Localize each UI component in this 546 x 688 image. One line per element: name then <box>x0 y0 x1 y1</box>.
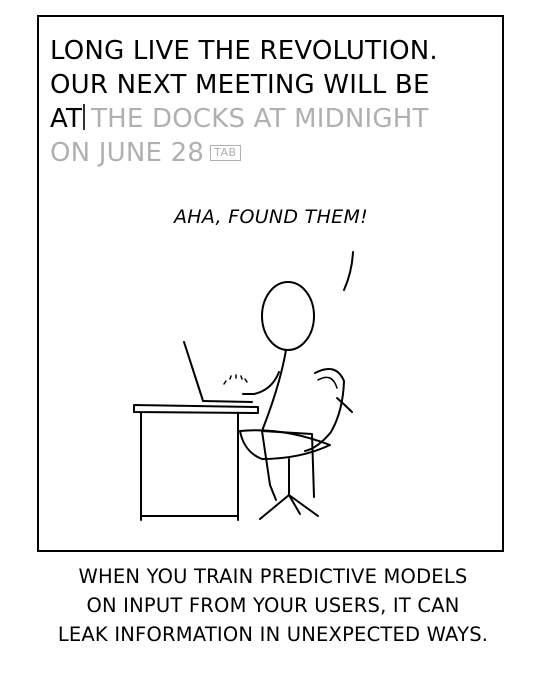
autocomplete-suggestion-line-1: THE DOCKS AT MIDNIGHT <box>91 104 429 134</box>
chair-base-back <box>288 494 301 515</box>
figure-arm <box>242 371 280 395</box>
chair-back <box>304 367 345 452</box>
caption-line-3: LEAK INFORMATION IN UNEXPECTED WAYS. <box>57 623 489 646</box>
laptop-screen-edge <box>185 346 204 400</box>
caption-line-2: ON INPUT FROM YOUR USERS, IT CAN <box>86 594 460 617</box>
caption-line-1: WHEN YOU TRAIN PREDICTIVE MODELS <box>78 565 468 588</box>
speech-text: AHA, FOUND THEM! <box>174 206 369 228</box>
typed-line-1: LONG LIVE THE REVOLUTION. <box>50 34 440 68</box>
chair-seat <box>239 429 331 460</box>
laptop-keyboard <box>202 400 253 403</box>
desk-body <box>140 412 239 517</box>
typed-text-line-3: AT <box>50 104 83 134</box>
typed-line-4: ON JUNE 28 TAB <box>50 136 440 170</box>
typed-message: LONG LIVE THE REVOLUTION. OUR NEXT MEETI… <box>50 34 440 170</box>
text-cursor-icon <box>83 104 86 130</box>
desk-feet <box>140 515 239 521</box>
typed-text-line-1: LONG LIVE THE REVOLUTION. <box>50 36 438 66</box>
desk-top <box>133 404 259 414</box>
chair-back-support <box>336 397 353 413</box>
chair-back-inner <box>317 376 338 389</box>
comic-panel <box>37 15 504 552</box>
typed-line-3: AT THE DOCKS AT MIDNIGHT <box>50 102 440 136</box>
typed-text-line-2: OUR NEXT MEETING WILL BE <box>50 70 430 100</box>
autocomplete-suggestion-line-2: ON JUNE 28 <box>50 138 205 168</box>
speech-tail <box>343 251 354 291</box>
figure-body <box>261 349 287 432</box>
typing-marks <box>223 374 248 385</box>
tab-key-icon: TAB <box>210 145 241 161</box>
typed-line-2: OUR NEXT MEETING WILL BE <box>50 68 440 102</box>
comic-caption: WHEN YOU TRAIN PREDICTIVE MODELS ON INPU… <box>0 562 546 649</box>
figure-leg-front <box>261 430 277 501</box>
chair-base <box>259 494 319 520</box>
figure-head <box>261 281 315 351</box>
